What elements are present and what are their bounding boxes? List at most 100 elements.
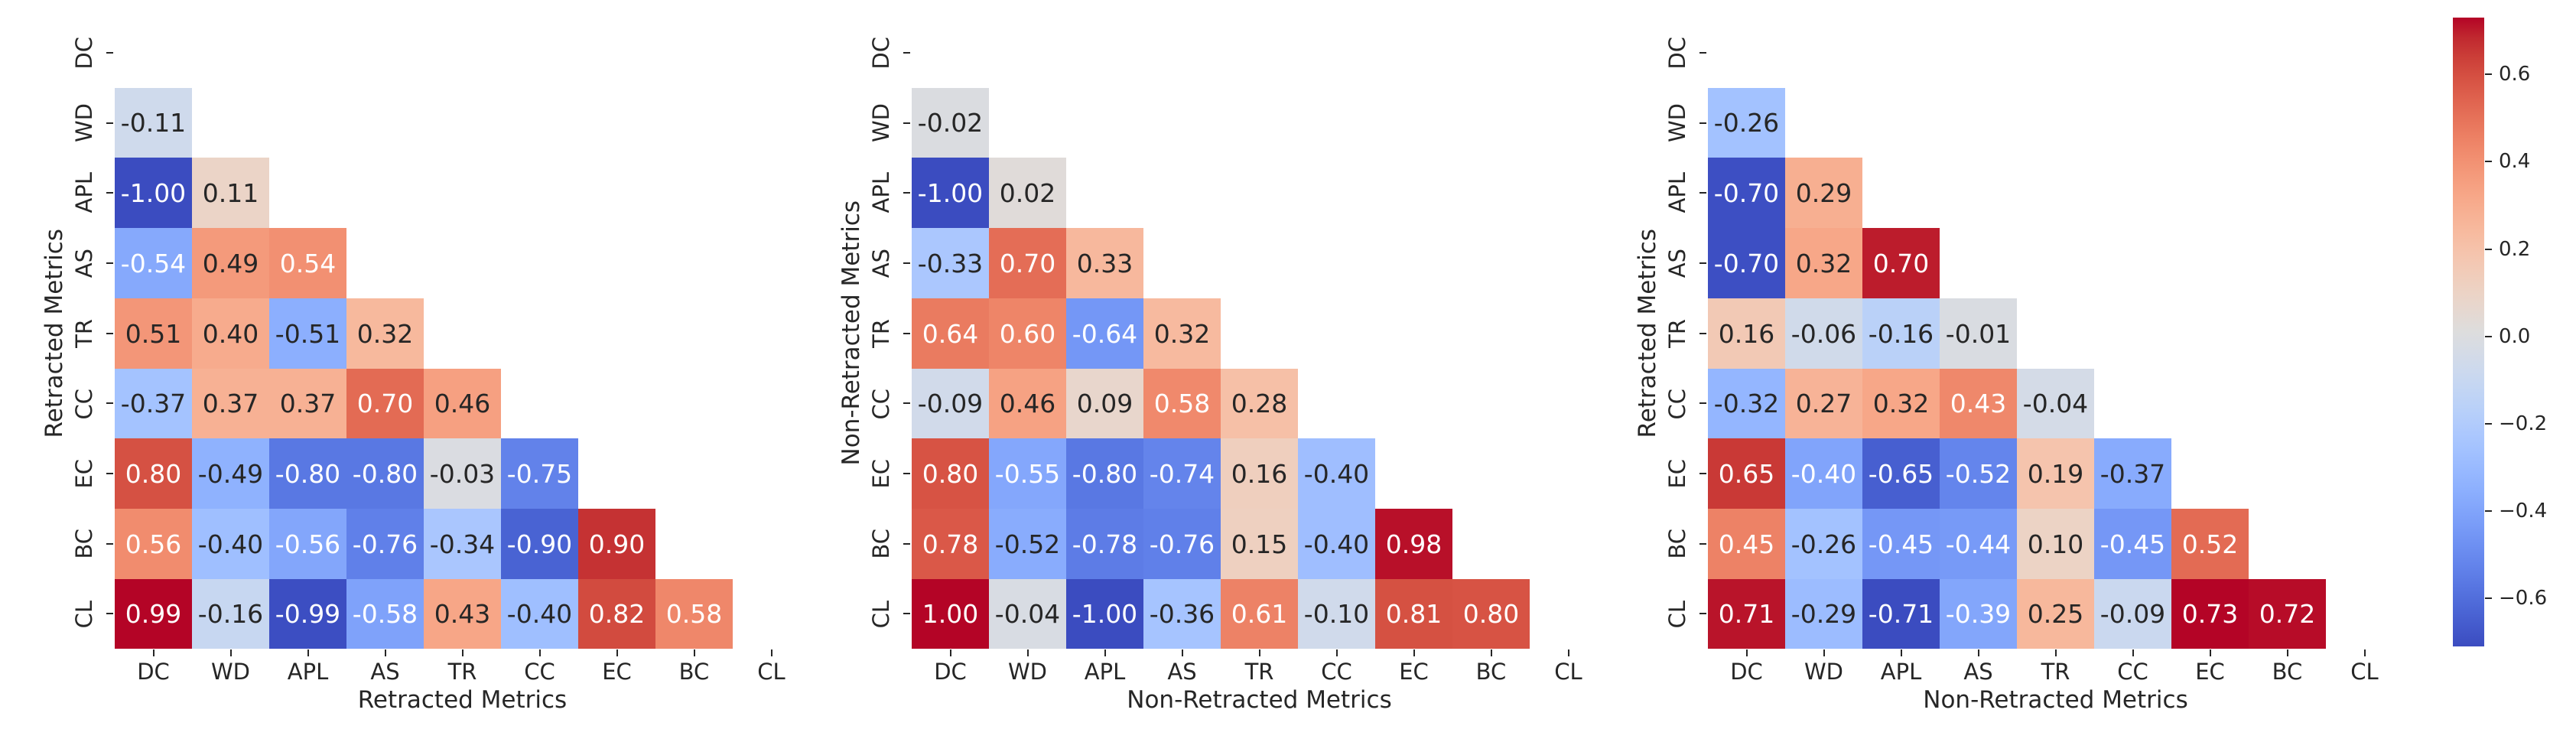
- heatmap-cell: 0.80: [912, 438, 989, 509]
- heatmap-cell: -0.78: [1066, 509, 1143, 579]
- x-tick-mark: [1900, 649, 1902, 656]
- heatmap-cell: -0.06: [1785, 298, 1862, 369]
- heatmap-cell: 0.32: [1785, 228, 1862, 298]
- x-tick-mark: [1181, 649, 1183, 656]
- y-tick-label: AS: [1664, 228, 1691, 298]
- x-tick-label: BC: [1475, 659, 1507, 685]
- y-tick-label-text: TR: [868, 319, 894, 348]
- y-tick-label-text: CC: [71, 388, 97, 420]
- colorbar-tick-label: 0.4: [2499, 150, 2531, 173]
- y-tick-mark: [1699, 543, 1706, 545]
- x-tick-mark: [1258, 649, 1260, 656]
- heatmap-cell: -0.51: [269, 298, 346, 369]
- heatmap-cell: 0.78: [912, 509, 989, 579]
- x-axis-label: Retracted Metrics: [357, 686, 568, 714]
- heatmap-cell: -0.80: [1066, 438, 1143, 509]
- heatmap-cell: -0.09: [2094, 579, 2171, 649]
- x-axis-label: Non-Retracted Metrics: [1923, 686, 2188, 714]
- y-tick-label-text: EC: [1664, 458, 1690, 489]
- y-tick-label-text: APL: [1664, 172, 1690, 213]
- x-tick-mark: [2209, 649, 2211, 656]
- heatmap-cell: 0.37: [192, 369, 269, 438]
- y-tick-label: APL: [70, 158, 98, 228]
- heatmap-retracted-vs-nonretracted: -0.26 -0.70 0.29 -0.70 0.32 0.70 0.16 -0.06 -0.1…: [1634, 18, 2403, 714]
- colorbar-tick-mark: [2485, 510, 2492, 512]
- y-tick-label-text: AS: [868, 248, 894, 278]
- y-tick-mark: [1699, 122, 1706, 124]
- y-tick-label: TR: [70, 298, 98, 369]
- x-tick-mark: [2286, 649, 2288, 656]
- y-tick-mark: [106, 122, 113, 124]
- x-tick-mark: [384, 649, 386, 656]
- y-tick-label-text: EC: [71, 458, 97, 489]
- heatmap-cell: -0.52: [1940, 438, 2017, 509]
- heatmap-cell: 1.00: [912, 579, 989, 649]
- heatmap-cell: -0.75: [501, 438, 578, 509]
- heatmap-cell: -0.64: [1066, 298, 1143, 369]
- y-tick-label-text: EC: [868, 458, 894, 489]
- y-tick-label: BC: [1664, 509, 1691, 579]
- heatmap-cell: -0.54: [115, 228, 192, 298]
- heatmap-cell: 0.64: [912, 298, 989, 369]
- heatmap-cell: -1.00: [115, 158, 192, 228]
- x-tick-mark: [1977, 649, 1979, 656]
- heatmap-cell: -0.45: [2094, 509, 2171, 579]
- y-tick-label-text: CL: [1664, 600, 1690, 629]
- heatmap-cell: 0.80: [115, 438, 192, 509]
- x-tick-mark: [1745, 649, 1748, 656]
- heatmap-cell: 0.09: [1066, 369, 1143, 438]
- x-tick-label: EC: [602, 659, 632, 685]
- x-tick-label: APL: [1880, 659, 1922, 685]
- heatmap-cell: 0.25: [2017, 579, 2094, 649]
- y-tick-mark: [903, 402, 910, 404]
- colorbar-tick-mark: [2485, 336, 2492, 337]
- heatmap-cell: -1.00: [1066, 579, 1143, 649]
- x-tick-label: BC: [678, 659, 710, 685]
- colorbar-tick-label: 0.6: [2499, 63, 2531, 86]
- y-axis-label-text: Non-Retracted Metrics: [838, 200, 865, 466]
- heatmap-cell: 0.10: [2017, 509, 2094, 579]
- heatmap-cell: -0.10: [1298, 579, 1375, 649]
- heatmap-cell: -0.40: [501, 579, 578, 649]
- heatmap-cell: -1.00: [912, 158, 989, 228]
- heatmap-cell: -0.71: [1862, 579, 1940, 649]
- heatmap-cell: 0.19: [2017, 438, 2094, 509]
- colorbar-tick-mark: [2485, 161, 2492, 162]
- heatmap-cell: -0.32: [1708, 369, 1785, 438]
- heatmap-cell: -0.26: [1708, 88, 1785, 158]
- x-tick-label: APL: [287, 659, 329, 685]
- heatmap-cell: 0.16: [1221, 438, 1298, 509]
- y-tick-mark: [1699, 473, 1706, 474]
- y-tick-label: AS: [867, 228, 895, 298]
- y-axis-label: Retracted Metrics: [41, 18, 68, 649]
- heatmap-cell: 0.32: [1143, 298, 1221, 369]
- x-tick-mark: [1567, 649, 1569, 656]
- x-tick-mark: [770, 649, 772, 656]
- heatmap-cell: -0.09: [912, 369, 989, 438]
- heatmap-cell: -0.40: [1785, 438, 1862, 509]
- heatmap-cell: 0.70: [989, 228, 1066, 298]
- heatmap-cell: -0.55: [989, 438, 1066, 509]
- heatmap-cell: -0.65: [1862, 438, 1940, 509]
- colorbar-tick-label: 0.0: [2499, 325, 2531, 348]
- y-tick-label: EC: [867, 438, 895, 509]
- heatmap-cell: 0.37: [269, 369, 346, 438]
- y-tick-mark: [106, 262, 113, 264]
- y-tick-label: CL: [867, 579, 895, 649]
- y-tick-label: WD: [70, 88, 98, 158]
- heatmap-cell: -0.45: [1862, 509, 1940, 579]
- heatmap-cell: 0.29: [1785, 158, 1862, 228]
- heatmap-cell: -0.90: [501, 509, 578, 579]
- y-tick-mark: [106, 473, 113, 474]
- y-tick-label-text: AS: [1664, 248, 1690, 278]
- x-tick-mark: [616, 649, 618, 656]
- colorbar-tick-label: −0.6: [2499, 587, 2548, 610]
- heatmap-cell: 0.65: [1708, 438, 1785, 509]
- heatmap-cell: 0.49: [192, 228, 269, 298]
- heatmap-cell: -0.01: [1940, 298, 2017, 369]
- x-tick-label: WD: [1007, 659, 1047, 685]
- heatmap-cell: 0.70: [346, 369, 424, 438]
- heatmap-cell: -0.80: [346, 438, 424, 509]
- x-tick-label: TR: [447, 659, 477, 685]
- x-tick-mark: [229, 649, 232, 656]
